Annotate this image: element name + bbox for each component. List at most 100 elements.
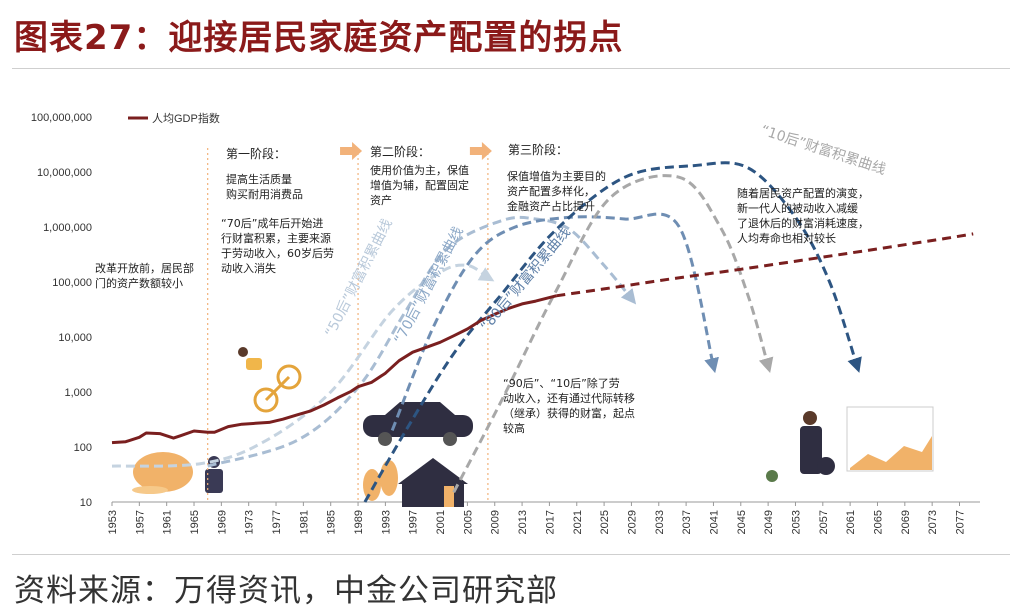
x-tick-label: 1953 [107, 510, 119, 534]
tree-icon [363, 469, 381, 501]
phase1-note-b-2: 行财富积累，主要来源 [221, 231, 331, 245]
phase1-note-a-2: 购买耐用消费品 [226, 187, 303, 201]
illustrations [132, 347, 934, 507]
new-gen-note-2: 新一代人的被动收入减缓 [737, 201, 858, 215]
x-tick-label: 2021 [572, 510, 584, 534]
car-roof-icon [385, 402, 455, 415]
x-tick-label: 2013 [517, 510, 529, 534]
phase1-note-b-3: 于劳动收入，60岁后劳 [221, 246, 334, 260]
phase-arrow-icon [469, 142, 492, 160]
page-title: 图表27：迎接居民家庭资产配置的拐点 [14, 18, 624, 58]
growth-chart-area-icon [850, 436, 932, 470]
y-tick-label: 1,000 [64, 387, 92, 399]
x-tick-label: 2073 [927, 510, 939, 534]
x-tick-label: 1989 [353, 510, 365, 534]
x-tick-label: 2005 [462, 510, 474, 534]
x-tick-label: 2025 [599, 510, 611, 534]
y-tick-label: 1,000,000 [43, 222, 92, 234]
bicycle-wheel-icon [253, 387, 279, 413]
new-gen-note-3: 了退休后的财富消耗速度， [737, 216, 869, 230]
x-tick-label: 1965 [189, 510, 201, 534]
x-tick-label: 1961 [162, 510, 174, 534]
x-tick-label: 2037 [681, 510, 693, 534]
bicycle-frame-icon [264, 375, 291, 402]
x-tick-label: 2057 [818, 510, 830, 534]
x-tick-label: 1973 [244, 510, 256, 534]
x-tick-label: 2045 [736, 510, 748, 534]
y-tick-label: 100,000 [52, 277, 92, 289]
y-tick-label: 100,000,000 [31, 112, 92, 124]
investor-body-icon [800, 426, 822, 474]
house-icon [402, 483, 464, 507]
x-tick-label: 1977 [271, 510, 283, 534]
phase1-note-a-1: 提高生活质量 [226, 172, 292, 186]
phase-label-2: 第二阶段： [370, 144, 430, 159]
y-tick-label: 10 [80, 497, 92, 509]
x-tick-label: 1957 [134, 510, 146, 534]
annotation-layer: 人均GDP指数 第一阶段： 第二阶段： 第三阶段： 改革开放前，居民部 门的资产… [95, 111, 888, 435]
phase-label-3: 第三阶段： [508, 142, 568, 157]
bicycle-wheel-icon [276, 364, 302, 390]
coin-bag-icon [817, 457, 835, 475]
post90-note-2: 动收入，还有通过代际转移 [503, 391, 635, 405]
gdp-series [111, 232, 974, 445]
x-tick-label: 2049 [763, 510, 775, 534]
x-tick-label: 1997 [408, 510, 420, 534]
x-tick-label: 1969 [216, 510, 228, 534]
phase-layer [207, 142, 492, 502]
pre-reform-note-2: 门的资产数额较小 [95, 276, 183, 290]
gdp-line-forecast [556, 232, 974, 298]
post90-note-3: （继承）获得的财富，起点 [503, 406, 635, 420]
gdp-line-actual [111, 294, 557, 445]
x-tick-label: 2077 [954, 510, 966, 534]
post90-note-4: 较高 [503, 421, 525, 435]
plant-icon [766, 470, 778, 482]
phase-arrow-icon [340, 142, 363, 160]
new-gen-note-4: 人均寿命也相对较长 [737, 231, 836, 245]
x-tick-label: 2033 [654, 510, 666, 534]
phase1-note-b-4: 动收入消失 [221, 261, 276, 275]
investor-head-icon [803, 411, 817, 425]
phase2-note-2: 增值为辅，配置固定 [370, 178, 469, 192]
x-tick-label: 2069 [900, 510, 912, 534]
phase2-note-3: 资产 [370, 193, 392, 207]
person-body-icon [205, 469, 223, 493]
x-tick-label: 2001 [435, 510, 447, 534]
y-tick-label: 100 [74, 442, 92, 454]
tree-icon [380, 460, 398, 496]
x-tick-label: 1993 [380, 510, 392, 534]
x-tick-label: 1985 [326, 510, 338, 534]
x-tick-label: 2017 [544, 510, 556, 534]
top-divider [12, 68, 1010, 69]
phase3-note-1: 保值增值为主要目的 [507, 169, 606, 183]
x-tick-label: 1981 [298, 510, 310, 534]
cohort-label-10: “10后”财富积累曲线 [759, 122, 888, 178]
post90-note-1: “90后”、“10后”除了劳 [503, 376, 620, 390]
phase1-note-b-1: “70后”成年后开始进 [221, 216, 323, 230]
y-tick-label: 10,000,000 [37, 167, 92, 179]
cyclist-head-icon [238, 347, 248, 357]
axis-layer: 10 100 1,000 10,000 100,000 1,000,000 10,000,0… [31, 112, 980, 534]
pre-reform-note-1: 改革开放前，居民部 [95, 261, 194, 275]
cohort-curve-90 [363, 161, 862, 503]
phase-label-1: 第一阶段： [226, 146, 286, 161]
phase3-note-2: 资产配置多样化， [507, 184, 595, 198]
cohort-curves [111, 161, 862, 503]
wealth-chart: 10 100 1,000 10,000 100,000 1,000,000 10,000,0… [31, 111, 980, 534]
phase2-note-1: 使用价值为主，保值 [370, 163, 469, 177]
house-roof-icon [398, 458, 468, 484]
car-wheel-icon [378, 432, 392, 446]
x-tick-label: 2041 [708, 510, 720, 534]
car-icon [363, 415, 473, 437]
bottom-divider [12, 554, 1010, 555]
house-door-icon [444, 486, 454, 507]
source-note: 资料来源：万得资讯，中金公司研究部 [14, 573, 558, 609]
coin-icon [132, 486, 168, 494]
new-gen-note-1: 随着居民资产配置的演变， [737, 186, 869, 200]
y-tick-label: 10,000 [58, 332, 92, 344]
piggy-bank-icon [133, 452, 193, 492]
cyclist-body-icon [246, 358, 262, 370]
cohort-curve-50 [111, 263, 495, 468]
x-tick-label: 2009 [490, 510, 502, 534]
x-tick-label: 2053 [790, 510, 802, 534]
